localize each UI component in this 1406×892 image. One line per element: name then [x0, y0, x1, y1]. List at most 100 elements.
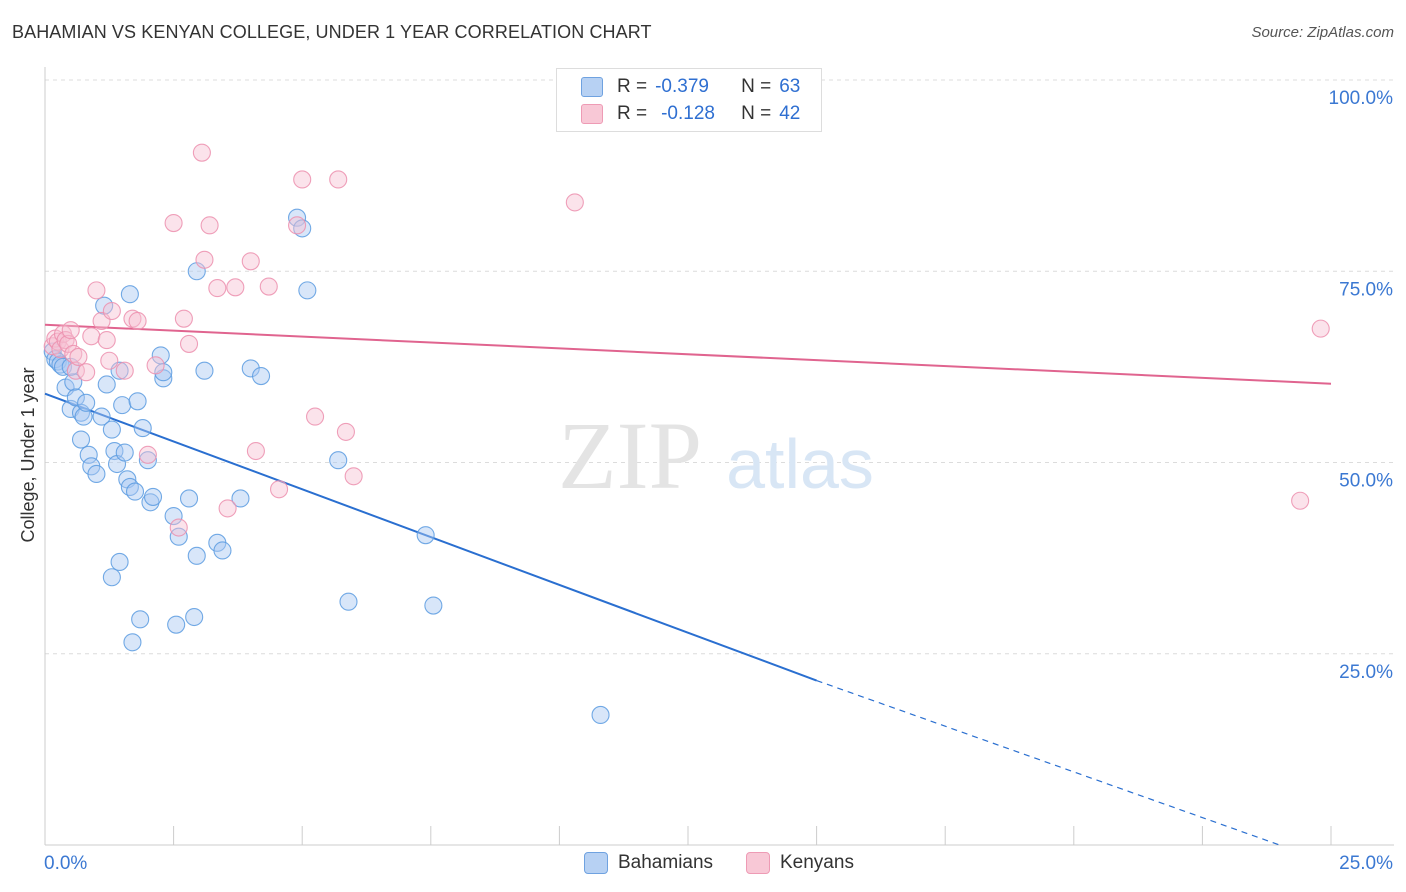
- bahamian-point: [77, 393, 96, 412]
- bahamian-point: [251, 367, 271, 386]
- bahamian-point: [195, 361, 214, 380]
- legend-n-value: 63: [779, 76, 801, 97]
- legend-swatch-blue: [581, 77, 603, 97]
- kenyan-point: [102, 301, 121, 321]
- kenyan-point: [174, 309, 193, 328]
- kenyan-point: [1291, 491, 1310, 510]
- bahamian-point: [87, 464, 106, 484]
- y-tick-label: 100.0%: [1329, 88, 1394, 109]
- kenyan-point: [195, 250, 214, 269]
- bahamian-point: [128, 392, 147, 411]
- kenyan-point: [69, 347, 88, 366]
- legend-r-label: R =: [617, 103, 648, 124]
- watermark: ZIP atlas: [558, 402, 874, 509]
- bahamian-point: [102, 568, 121, 587]
- legend-swatch-pink: [581, 104, 603, 124]
- bahamian-point: [187, 546, 206, 565]
- bahamian-point: [416, 526, 435, 545]
- bahamian-point: [424, 596, 443, 615]
- kenyan-point: [100, 351, 119, 370]
- bahamian-point: [288, 208, 307, 227]
- bahamian-point: [133, 419, 152, 438]
- kenyan-point: [192, 143, 211, 162]
- legend-n-label: N =: [741, 103, 772, 124]
- data-points: [43, 143, 1330, 725]
- kenyan-point: [87, 281, 106, 300]
- y-tick-label: 50.0%: [1339, 471, 1393, 492]
- x-tick-label: 25.0%: [1339, 853, 1393, 874]
- kenyan-point: [200, 216, 219, 235]
- bahamian-point: [138, 451, 157, 470]
- bahamian-trendline: [44, 392, 817, 682]
- kenyan-trendline: [44, 323, 1332, 385]
- kenyan-point: [565, 193, 584, 212]
- bahamian-trendline-extension: [816, 679, 1280, 846]
- bahamian-point: [92, 407, 111, 426]
- bahamian-point: [97, 375, 116, 394]
- kenyan-point: [115, 361, 134, 380]
- kenyan-point: [241, 252, 260, 271]
- bahamian-point: [110, 552, 129, 572]
- kenyan-point: [293, 170, 312, 189]
- kenyan-point: [226, 278, 245, 297]
- source-label: Source: ZipAtlas.com: [1251, 24, 1394, 41]
- kenyan-point: [218, 499, 237, 518]
- watermark-atlas: atlas: [726, 425, 874, 503]
- watermark-zip: ZIP: [558, 402, 702, 509]
- bahamian-point: [298, 281, 317, 300]
- bahamian-point: [143, 487, 163, 506]
- kenyan-point: [270, 480, 289, 499]
- y-tick-label: 75.0%: [1339, 279, 1393, 300]
- legend-r-value: -0.128: [661, 103, 715, 124]
- bahamian-point: [241, 359, 260, 378]
- y-axis-title: College, Under 1 year: [18, 367, 38, 542]
- bahamian-point: [74, 407, 93, 426]
- kenyan-point: [306, 407, 325, 426]
- kenyan-point: [146, 356, 165, 375]
- chart-title: BAHAMIAN VS KENYAN COLLEGE, UNDER 1 YEAR…: [12, 22, 652, 42]
- kenyan-point: [179, 334, 199, 353]
- bahamian-point: [591, 705, 610, 725]
- bahamian-point: [329, 451, 348, 470]
- bottom-legend-bahamians: Bahamians: [584, 852, 713, 874]
- legend-row-kenyans: R = -0.128 N = 42: [581, 102, 800, 126]
- bahamian-point: [164, 506, 183, 526]
- bahamian-point: [213, 541, 232, 560]
- bahamian-point: [125, 482, 145, 501]
- kenyan-point: [59, 334, 78, 353]
- bahamian-point: [102, 420, 121, 439]
- legend-row-bahamians: R = -0.379 N = 63: [581, 75, 800, 99]
- bottom-legend-label: Kenyans: [780, 852, 854, 873]
- kenyan-point: [259, 277, 278, 296]
- legend-n-label: N =: [741, 76, 772, 97]
- kenyan-point: [336, 422, 355, 441]
- bahamian-point: [64, 373, 83, 392]
- kenyan-point: [77, 363, 96, 382]
- bahamian-point: [179, 489, 199, 508]
- bahamian-point: [71, 430, 91, 449]
- legend-n-value: 42: [779, 103, 801, 124]
- kenyan-point: [329, 170, 348, 189]
- kenyan-point: [164, 214, 183, 233]
- bottom-legend-label: Bahamians: [618, 852, 714, 873]
- tick-labels: 25.0% 50.0% 75.0% 100.0% 0.0% 25.0% College, U…: [18, 88, 1393, 874]
- legend-r-label: R =: [617, 76, 648, 97]
- bahamian-point: [113, 396, 132, 415]
- kenyan-point: [288, 216, 307, 235]
- bottom-legend-kenyans: Kenyans: [746, 852, 854, 874]
- kenyan-point: [82, 327, 101, 346]
- axes: [44, 67, 1394, 846]
- bahamian-point: [154, 363, 173, 382]
- bahamian-point: [79, 445, 98, 464]
- legend-r-value: -0.379: [655, 76, 709, 97]
- y-tick-label: 25.0%: [1339, 662, 1393, 683]
- bahamian-point: [339, 592, 358, 611]
- kenyan-point: [61, 321, 80, 340]
- kenyan-point: [246, 441, 265, 461]
- bottom-legend-swatch-pink: [746, 852, 770, 874]
- bottom-legend-swatch-blue: [584, 852, 608, 874]
- kenyan-point: [208, 279, 227, 298]
- kenyan-point: [138, 445, 157, 464]
- kenyan-point: [169, 518, 188, 537]
